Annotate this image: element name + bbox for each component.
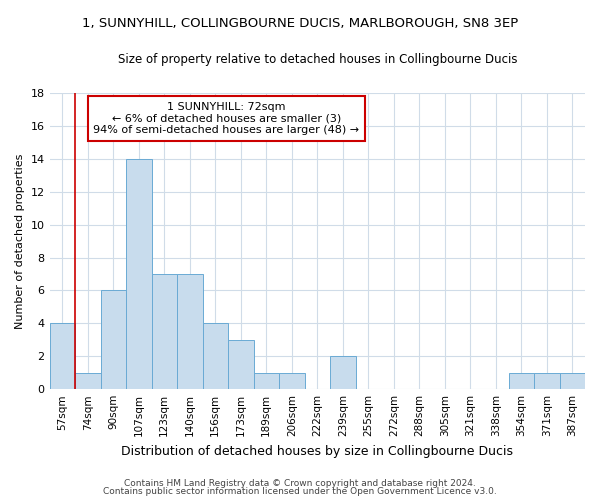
Bar [75,372,101,389]
X-axis label: Distribution of detached houses by size in Collingbourne Ducis: Distribution of detached houses by size … [121,444,513,458]
Bar [254,372,279,389]
Bar [177,274,203,389]
Bar [50,324,75,389]
Bar [152,274,177,389]
Bar [509,372,534,389]
Bar [101,290,126,389]
Text: Contains HM Land Registry data © Crown copyright and database right 2024.: Contains HM Land Registry data © Crown c… [124,478,476,488]
Bar [126,159,152,389]
Bar [330,356,356,389]
Bar [228,340,254,389]
Bar [560,372,585,389]
Title: Size of property relative to detached houses in Collingbourne Ducis: Size of property relative to detached ho… [118,52,517,66]
Y-axis label: Number of detached properties: Number of detached properties [15,154,25,329]
Bar [534,372,560,389]
Text: Contains public sector information licensed under the Open Government Licence v3: Contains public sector information licen… [103,487,497,496]
Text: 1, SUNNYHILL, COLLINGBOURNE DUCIS, MARLBOROUGH, SN8 3EP: 1, SUNNYHILL, COLLINGBOURNE DUCIS, MARLB… [82,18,518,30]
Bar [203,324,228,389]
Text: 1 SUNNYHILL: 72sqm
← 6% of detached houses are smaller (3)
94% of semi-detached : 1 SUNNYHILL: 72sqm ← 6% of detached hous… [93,102,359,135]
Bar [279,372,305,389]
